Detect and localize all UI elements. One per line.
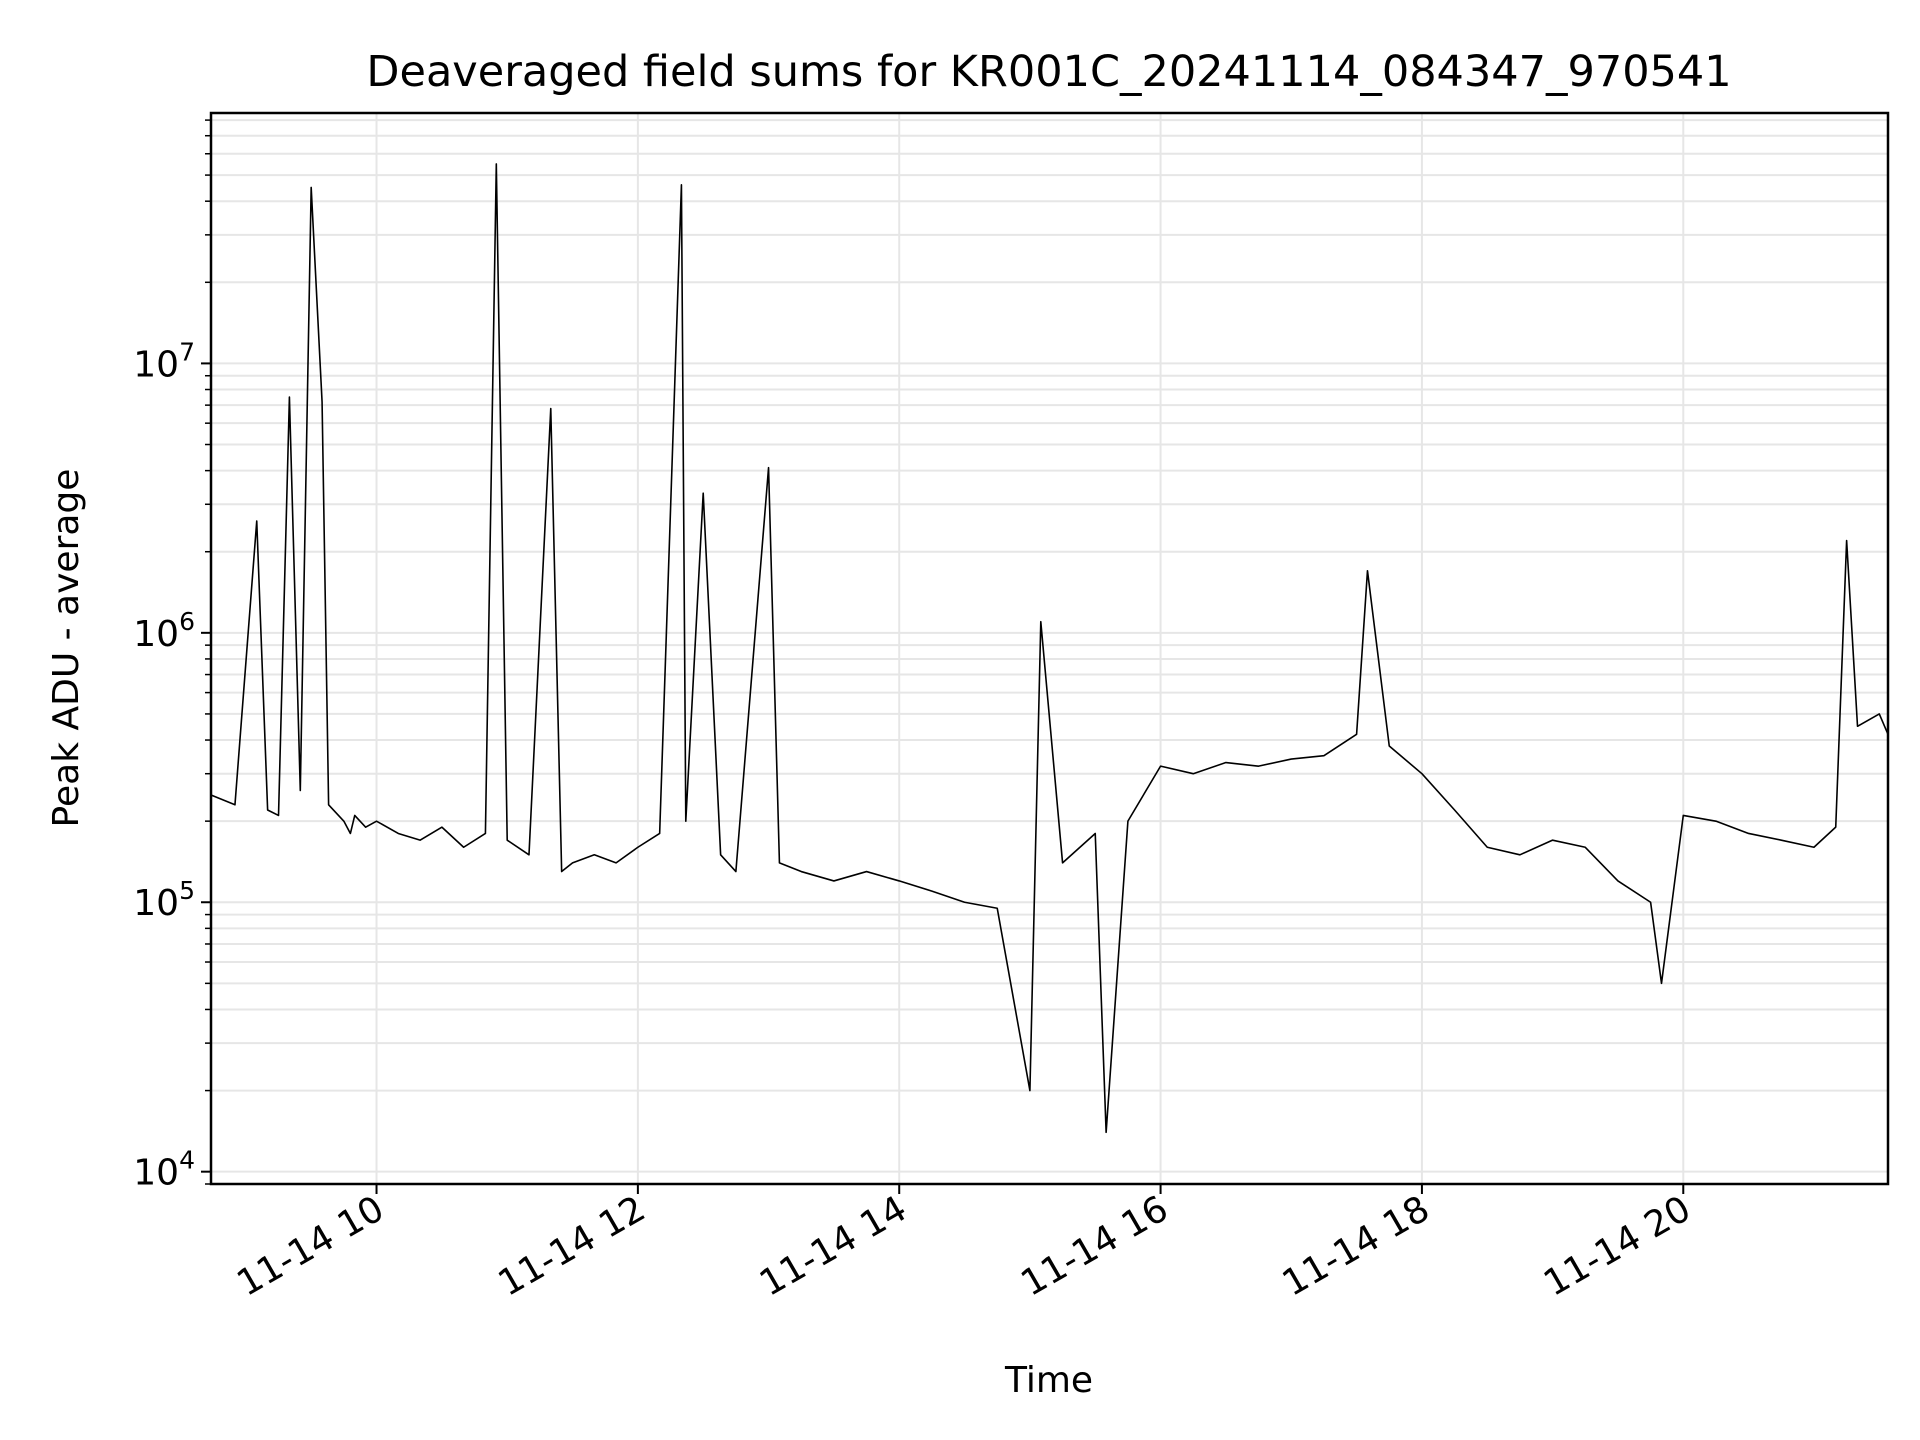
y-tick-label: 106 [133, 607, 195, 655]
minor-gridlines [211, 119, 1888, 1185]
x-axis-label: Time [1004, 1360, 1093, 1401]
plot-frame [209, 111, 1890, 1186]
series-line [210, 163, 1889, 1134]
y-tick-label: 104 [133, 1146, 195, 1194]
y-tick-label: 105 [133, 876, 195, 924]
data-layer [210, 163, 1889, 1134]
chart-title: Deaveraged field sums for KR001C_2024111… [366, 47, 1731, 97]
y-axis-ticks: 104 105 106 107 [133, 119, 211, 1194]
y-axis-label: Peak ADU - average [46, 469, 87, 828]
y-tick-label: 107 [133, 337, 195, 385]
major-gridlines [211, 113, 1888, 1184]
